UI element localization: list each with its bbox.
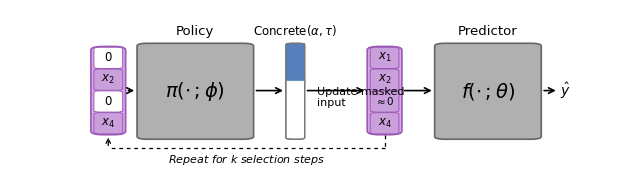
Text: Predictor: Predictor [458,25,518,38]
Text: $x_1$: $x_1$ [378,51,392,64]
Text: $x_4$: $x_4$ [101,117,115,130]
FancyBboxPatch shape [370,47,399,69]
Text: $0$: $0$ [104,51,113,64]
Text: Update masked
input: Update masked input [317,87,404,108]
FancyBboxPatch shape [94,113,123,134]
Text: $\pi(\cdot\,;\phi)$: $\pi(\cdot\,;\phi)$ [165,80,225,103]
FancyBboxPatch shape [94,69,123,90]
Text: $x_2$: $x_2$ [101,73,115,86]
FancyBboxPatch shape [94,91,123,112]
FancyBboxPatch shape [370,69,399,90]
FancyBboxPatch shape [435,43,541,139]
Text: Policy: Policy [176,25,214,38]
FancyBboxPatch shape [91,46,125,135]
Text: Concrete$(\alpha, \tau)$: Concrete$(\alpha, \tau)$ [253,23,337,38]
Text: $x_4$: $x_4$ [378,117,392,130]
Text: $f(\cdot\,;\theta)$: $f(\cdot\,;\theta)$ [461,81,515,102]
FancyBboxPatch shape [137,43,253,139]
FancyBboxPatch shape [370,91,399,112]
Bar [286,43,305,80]
Text: $\hat{y}$: $\hat{y}$ [560,80,571,101]
Text: $\approx 0$: $\approx 0$ [374,95,395,108]
FancyBboxPatch shape [370,113,399,134]
Text: Repeat for $k$ selection steps: Repeat for $k$ selection steps [168,153,325,167]
Text: $x_2$: $x_2$ [378,73,392,86]
FancyBboxPatch shape [286,43,305,139]
Text: $0$: $0$ [104,95,113,108]
FancyBboxPatch shape [94,47,123,69]
FancyBboxPatch shape [367,46,402,135]
